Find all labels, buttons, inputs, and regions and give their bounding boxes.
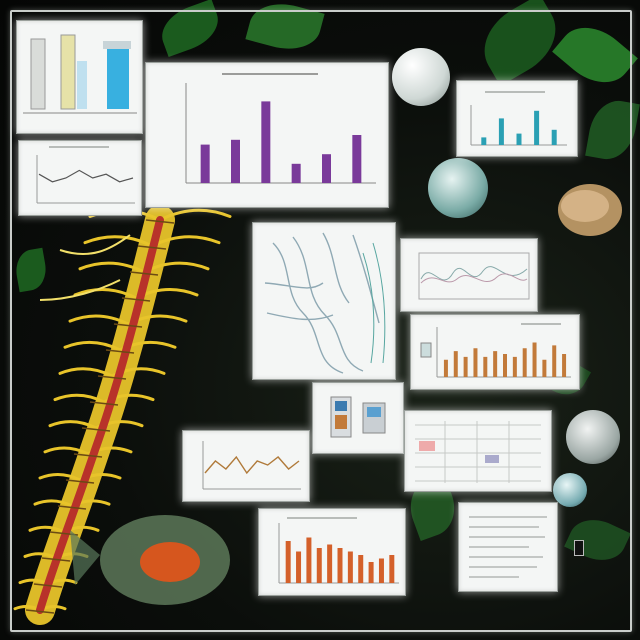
line-chart-small-panel	[18, 140, 142, 216]
bar-bottom-10	[389, 555, 395, 583]
anatomy-sketch	[264, 232, 386, 374]
bar-bottom-1	[296, 551, 302, 583]
bar-chart-bottom	[278, 523, 399, 584]
bar-bottom-5	[337, 548, 343, 583]
bar-main-1	[231, 139, 240, 183]
bar-orange-4	[483, 356, 488, 377]
data-grid-panel	[404, 410, 552, 492]
notes-panel	[458, 502, 558, 592]
bar-chart-bottom-panel	[258, 508, 406, 596]
spine-segment	[89, 401, 119, 406]
spine-segment	[113, 323, 143, 328]
bar-main-0	[200, 144, 210, 183]
data-grid	[415, 421, 541, 483]
bar-mini-4	[551, 129, 557, 145]
spine-segment	[97, 375, 127, 380]
notes-lines	[469, 516, 547, 578]
spine-segment	[33, 583, 63, 588]
glass-orb-right	[566, 410, 620, 464]
tube-diagram	[23, 34, 137, 114]
line-chart-wave	[202, 441, 301, 490]
bar-mini-1	[498, 118, 504, 145]
bar-bottom-2	[306, 537, 312, 583]
spine-segment	[57, 505, 87, 510]
bar-main-2	[261, 101, 271, 183]
wave-chart-panel	[400, 238, 538, 312]
bar-orange-9	[532, 342, 537, 377]
spine-segment	[121, 297, 151, 302]
bar-bottom-4	[327, 544, 333, 583]
glass-orb-teal	[428, 158, 488, 218]
line-chart-small	[36, 155, 135, 204]
bar-bottom-8	[368, 562, 374, 583]
bar-orange-11	[552, 345, 557, 377]
bar-bottom-0	[285, 541, 291, 583]
bar-bottom-3	[316, 548, 322, 583]
bar-mini-0	[481, 137, 487, 145]
bar-bottom-9	[378, 558, 384, 583]
glass-bulb-top	[392, 48, 450, 106]
bar-orange-10	[542, 359, 547, 377]
bar-chart-main	[185, 83, 376, 184]
bar-mini-2	[516, 133, 522, 145]
bar-orange-6	[503, 354, 507, 377]
spine-segment	[73, 453, 103, 458]
bar-orange-7	[512, 356, 517, 377]
spine-segment	[25, 609, 55, 614]
bar-chart-main-panel	[145, 62, 389, 208]
bar-orange-12	[562, 354, 567, 377]
mini-bar-chart	[470, 105, 567, 146]
anatomy-sketch-panel	[252, 222, 396, 380]
bar-orange-3	[473, 348, 478, 377]
chip-right	[574, 540, 584, 556]
wave-chart	[418, 252, 530, 300]
spine-segment	[129, 271, 159, 276]
spine-segment	[65, 479, 95, 484]
bar-mini-3	[534, 110, 540, 145]
bar-orange-1	[453, 351, 458, 377]
mini-bar-chart-panel	[456, 80, 578, 157]
bar-bottom-7	[358, 555, 364, 583]
bar-bottom-6	[347, 551, 353, 583]
bar-chart-orange	[420, 327, 571, 378]
bar-orange-2	[463, 356, 468, 377]
line-chart-wave-panel	[182, 430, 310, 502]
bar-chart-orange-panel	[410, 314, 580, 390]
specimen-boxes-panel	[312, 382, 404, 454]
bar-orange-5	[493, 351, 498, 377]
line-wave-series	[204, 455, 300, 475]
bar-main-4	[322, 154, 331, 183]
specimen-boxes	[330, 396, 386, 438]
bar-main-3	[291, 163, 301, 183]
glass-orb-small	[553, 473, 587, 507]
bar-orange-8	[522, 348, 527, 377]
spine-segment	[145, 219, 175, 224]
line-small-series	[38, 169, 134, 183]
tube-diagram-panel	[16, 20, 143, 134]
spine-segment	[81, 427, 111, 432]
bar-main-5	[352, 135, 362, 183]
spine-segment	[105, 349, 135, 354]
spine-segment	[41, 557, 71, 562]
bar-orange-0	[443, 359, 448, 377]
spine-segment	[137, 245, 167, 250]
